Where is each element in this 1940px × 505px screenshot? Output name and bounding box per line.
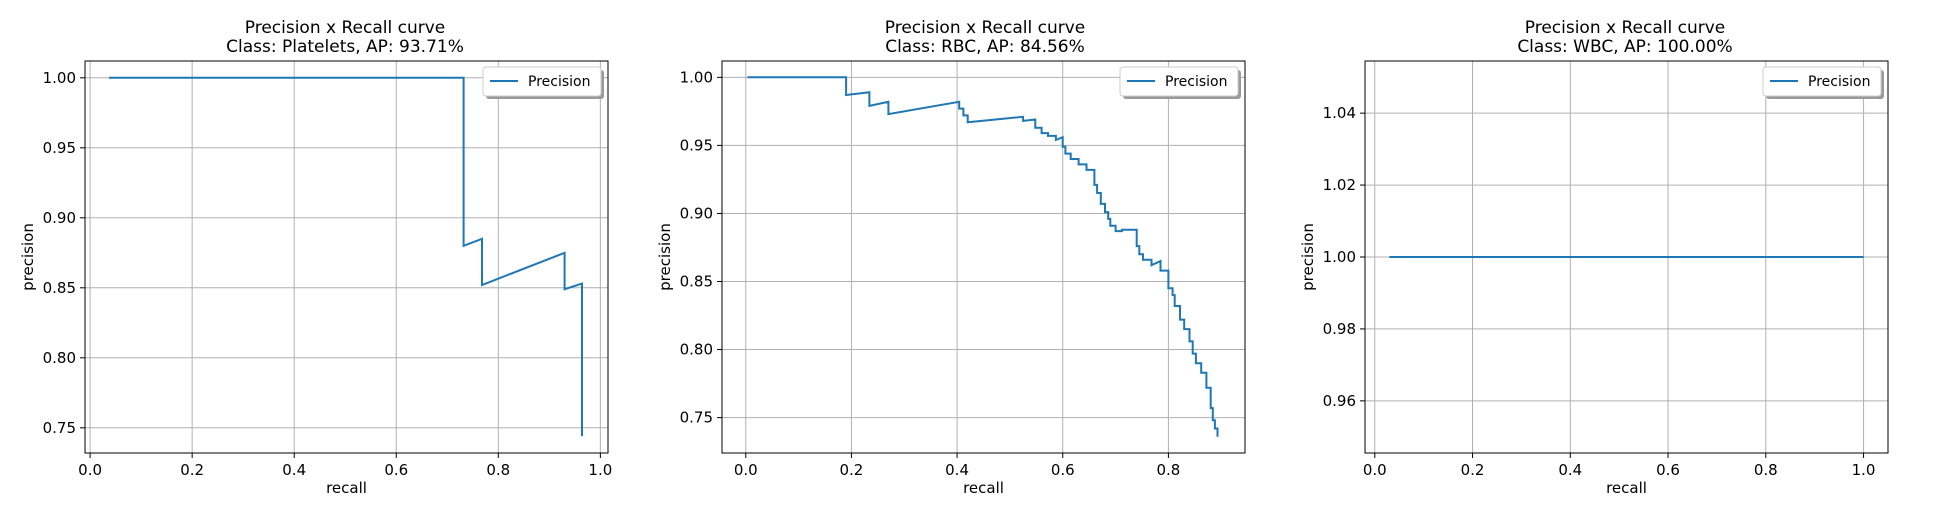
chart-title: Precision x Recall curve [885,18,1085,38]
x-tick-label: 1.0 [588,461,612,479]
legend: Precision [1119,66,1241,99]
series-line-precision [109,76,583,437]
x-tick-label: 0.2 [1461,461,1485,479]
chart-subtitle: Class: Platelets, AP: 93.71% [226,37,464,57]
x-tick-label: 0.6 [1051,461,1075,479]
x-tick-label: 0.2 [180,461,204,479]
chart-title: Precision x Recall curve [1525,18,1725,38]
y-axis-label: precision [1299,223,1317,291]
x-tick-label: 1.0 [1852,461,1876,479]
x-tick-label: 0.8 [1156,461,1180,479]
x-axis-label: recall [1606,479,1647,497]
y-tick-label: 1.04 [1323,104,1356,122]
x-tick-label: 0.0 [78,461,102,479]
y-tick-label: 1.02 [1323,176,1356,194]
series-layer [747,76,1219,437]
grid-lines [722,61,1245,453]
panel-rbc: Precision x Recall curve Class: RBC, AP:… [656,18,1246,497]
legend-label: Precision [528,74,590,90]
x-tick-label: 0.6 [384,461,408,479]
y-axis-label: precision [19,223,37,291]
x-tick-label: 0.0 [734,461,758,479]
chart-title: Precision x Recall curve [245,18,445,38]
y-tick-label: 0.85 [43,279,76,297]
y-tick-label: 1.00 [43,69,76,87]
x-tick-label: 0.4 [282,461,306,479]
y-tick-label: 0.90 [680,204,713,222]
y-axis-label: precision [656,223,674,291]
legend-box [482,66,602,97]
x-tick-label: 0.0 [1363,461,1387,479]
grid-lines [1365,61,1888,453]
y-tick-label: 0.98 [1323,320,1356,338]
y-tick-label: 0.95 [680,136,713,154]
tick-layer: 0.0 0.2 0.4 0.6 0.8 0.75 0.80 0.85 0.90 0.95 1.00 [680,68,1181,479]
legend-label: Precision [1808,74,1870,90]
x-tick-label: 0.8 [486,461,510,479]
tick-layer: 0.0 0.2 0.4 0.6 0.8 1.0 0.96 0.98 1.00 1.02 1.04 [1323,104,1876,479]
x-axis-label: recall [963,479,1004,497]
chart-subtitle: Class: WBC, AP: 100.00% [1517,37,1732,57]
y-tick-label: 0.80 [43,349,76,367]
legend: Precision [482,66,604,99]
x-tick-label: 0.2 [839,461,863,479]
y-tick-label: 0.80 [680,341,713,359]
chart-subtitle: Class: RBC, AP: 84.56% [885,37,1085,57]
y-tick-label: 0.75 [43,419,76,437]
x-tick-label: 0.4 [945,461,969,479]
plot-frame [721,60,1246,454]
grid-lines [85,61,608,453]
y-tick-label: 0.90 [43,209,76,227]
series-line-precision [747,76,1219,437]
tick-layer: 0.0 0.2 0.4 0.6 0.8 1.0 0.75 0.80 0.85 0.90 0.95 1.… [43,69,613,479]
y-tick-label: 1.00 [680,68,713,86]
y-tick-label: 0.95 [43,139,76,157]
x-tick-label: 0.4 [1558,461,1582,479]
legend: Precision [1762,66,1884,99]
panel-platelets: Precision x Recall curve Class: Platelet… [19,18,612,497]
x-axis-label: recall [326,479,367,497]
y-tick-label: 0.96 [1323,392,1356,410]
y-tick-label: 1.00 [1323,248,1356,266]
panel-wbc: Precision x Recall curve Class: WBC, AP:… [1299,18,1889,497]
y-tick-label: 0.85 [680,273,713,291]
series-layer [109,76,583,437]
x-tick-label: 0.6 [1656,461,1680,479]
legend-label: Precision [1165,74,1227,90]
plot-frame [84,60,609,454]
legend-box [1119,66,1239,97]
x-tick-label: 0.8 [1754,461,1778,479]
y-tick-label: 0.75 [680,409,713,427]
legend-box [1762,66,1882,97]
